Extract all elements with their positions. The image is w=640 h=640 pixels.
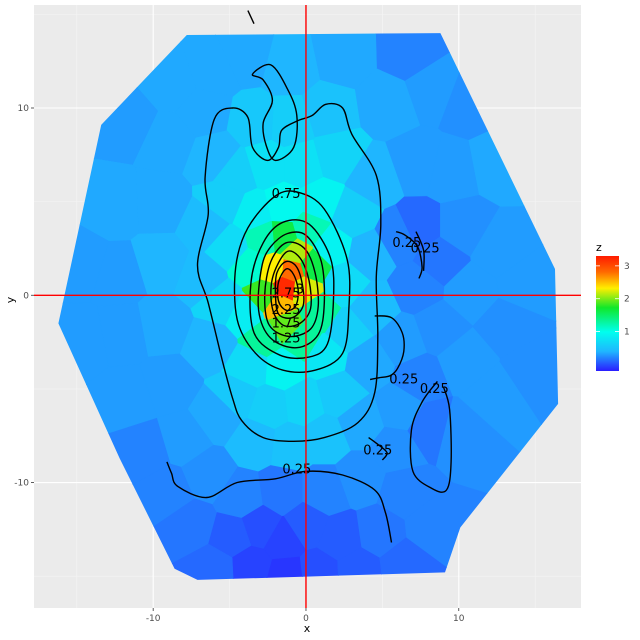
contour-label: 0.25 (363, 444, 392, 459)
contour-label: 0.25 (420, 382, 449, 397)
contour-label: 3 (296, 283, 304, 298)
contour-line (368, 437, 388, 461)
contour-label: 2.25 (272, 303, 301, 318)
heat-cell (496, 213, 559, 325)
y-tick-label: 0 (23, 291, 29, 301)
contour-line (166, 461, 393, 543)
x-tick-label: 0 (303, 614, 309, 624)
y-axis: -10 0 10 (14, 104, 34, 489)
legend-ticks: 1 2 3 (596, 262, 630, 338)
contour-labels: 0.750.250.250.250.250.250.251.251.752.25… (272, 187, 449, 477)
x-axis-title: x (304, 622, 311, 635)
contour-label: 2.75 (272, 286, 301, 301)
legend-title: z (596, 241, 602, 254)
contour-line (415, 231, 425, 271)
x-tick-label: 10 (453, 614, 465, 624)
contour-line (249, 219, 335, 360)
x-tick-label: -10 (146, 614, 161, 624)
contour-line (270, 250, 312, 328)
contour-line (409, 380, 452, 493)
contour-line (369, 315, 405, 381)
contour-line (276, 268, 300, 312)
legend-tick-label: 2 (624, 295, 630, 305)
y-axis-title: y (4, 296, 17, 303)
contour-label: 0.25 (282, 462, 311, 477)
contour-label: 0.25 (392, 236, 421, 251)
legend-tick-label: 3 (624, 262, 630, 272)
contour-line (196, 102, 382, 443)
contour-line (395, 230, 423, 279)
legend-colorbar (596, 256, 619, 371)
contour-label: 1.25 (272, 331, 301, 346)
contour-line (233, 190, 351, 373)
legend: z 1 2 3 (596, 241, 630, 371)
y-tick-label: -10 (14, 479, 29, 489)
contour-label: 0.75 (272, 187, 301, 202)
y-tick-label: 10 (18, 104, 30, 114)
heat-cell (499, 321, 559, 493)
contour-lines (166, 10, 452, 543)
contour-label: 0.25 (389, 373, 418, 388)
contour-line (257, 231, 326, 349)
reference-lines (34, 5, 581, 608)
contour-line (247, 10, 255, 24)
contour-line (263, 241, 320, 338)
contour-label: 1.75 (272, 316, 301, 331)
x-axis: -10 0 10 (146, 608, 465, 624)
legend-tick-label: 1 (624, 328, 630, 338)
contour-label: 0.25 (411, 241, 440, 256)
contour-line (274, 260, 305, 319)
contour-line (251, 63, 298, 162)
